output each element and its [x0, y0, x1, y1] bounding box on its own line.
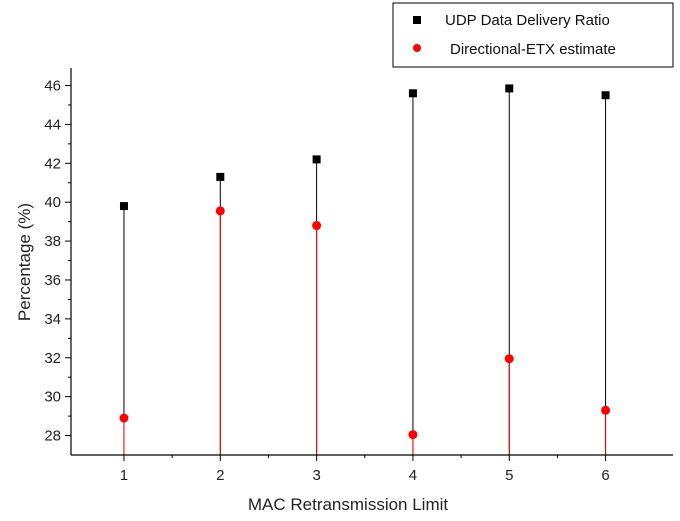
x-tick-label: 5 [505, 467, 513, 484]
x-tick-label: 6 [601, 467, 609, 484]
data-point-udp [601, 91, 610, 100]
data-point-etx [408, 430, 418, 440]
y-tick-label: 30 [44, 389, 61, 406]
data-point-udp [408, 89, 417, 98]
data-point-udp [505, 84, 514, 93]
x-axis-title: MAC Retransmission Limit [248, 495, 449, 514]
x-tick-label: 4 [409, 467, 417, 484]
data-point-etx [504, 354, 514, 364]
legend-label-etx: Directional-ETX estimate [450, 41, 616, 58]
data-point-udp [119, 202, 128, 211]
y-tick-label: 38 [44, 233, 61, 250]
data-point-etx [312, 221, 322, 231]
data-point-etx [601, 405, 611, 415]
data-point-etx [119, 413, 129, 423]
x-tick-label: 3 [312, 467, 320, 484]
legend-marker-udp [413, 16, 421, 24]
data-point-udp [312, 155, 321, 164]
stems-layer [123, 88, 607, 455]
axes-layer [70, 68, 673, 456]
y-tick-label: 40 [44, 194, 61, 211]
y-tick-label: 36 [44, 272, 61, 289]
data-point-udp [216, 172, 225, 181]
legend-marker-etx [413, 44, 421, 52]
markers-layer [119, 84, 611, 440]
data-point-etx [215, 206, 225, 216]
y-axis-title: Percentage (%) [15, 203, 34, 321]
y-tick-label: 42 [44, 155, 61, 172]
y-tick-label: 34 [44, 311, 61, 328]
legend: UDP Data Delivery Ratio Directional-ETX … [392, 2, 674, 68]
y-tick-label: 46 [44, 78, 61, 95]
legend-label-udp: UDP Data Delivery Ratio [445, 12, 610, 29]
y-tick-label: 44 [44, 116, 61, 133]
y-tick-label: 32 [44, 350, 61, 367]
y-tick-label: 28 [44, 428, 61, 445]
legend-box [392, 2, 674, 68]
x-tick-label: 1 [120, 467, 128, 484]
x-tick-label: 2 [216, 467, 224, 484]
